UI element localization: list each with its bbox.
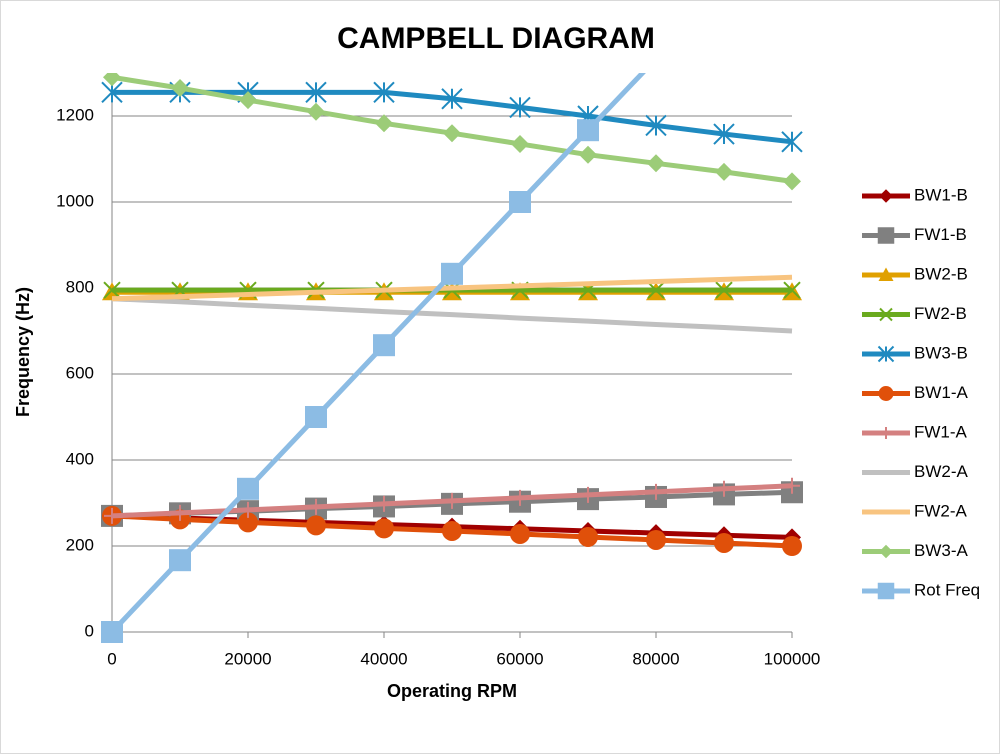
marker — [103, 281, 121, 299]
marker — [512, 489, 528, 506]
marker — [444, 492, 460, 509]
marker — [880, 427, 892, 439]
marker — [103, 73, 121, 87]
x-tick-label: 20000 — [224, 649, 271, 668]
marker — [578, 526, 598, 547]
y-tick-label: 1000 — [56, 191, 94, 210]
marker — [373, 81, 395, 104]
marker — [375, 114, 393, 133]
y-tick-label: 1200 — [56, 105, 94, 124]
marker — [713, 123, 735, 145]
marker — [782, 536, 802, 556]
y-tick-label: 400 — [66, 449, 94, 468]
marker — [579, 145, 597, 164]
legend-label: BW3-A — [914, 541, 969, 560]
marker — [238, 512, 258, 533]
marker — [648, 483, 664, 500]
marker — [237, 477, 259, 500]
marker — [169, 549, 191, 572]
plot-area — [101, 73, 803, 643]
legend: BW1-B FW1-B BW2-B FW2-B BW3-B BW1-A FW1-A BW2-A… — [862, 185, 980, 599]
marker — [714, 532, 734, 553]
marker — [374, 518, 394, 539]
marker — [441, 262, 463, 285]
y-tick-label: 200 — [66, 535, 94, 554]
marker — [510, 523, 530, 544]
marker — [442, 520, 462, 541]
marker — [376, 495, 392, 512]
marker — [879, 189, 893, 203]
y-tick-label: 800 — [66, 277, 94, 296]
legend-label: FW2-A — [914, 501, 968, 520]
marker — [716, 480, 732, 497]
marker — [239, 91, 257, 110]
legend-label: FW2-B — [914, 304, 967, 323]
marker — [308, 498, 324, 515]
legend-label: BW3-B — [914, 343, 968, 362]
marker — [511, 134, 529, 153]
legend-label: FW1-A — [914, 422, 968, 441]
marker — [647, 154, 665, 173]
marker — [104, 507, 120, 524]
series-line — [111, 296, 793, 334]
marker — [580, 486, 596, 503]
y-tick-label: 600 — [66, 363, 94, 382]
marker — [878, 386, 894, 401]
x-axis-label: Operating RPM — [387, 681, 517, 701]
marker — [645, 114, 667, 137]
marker — [879, 307, 893, 322]
legend-label: Rot Freq — [914, 580, 980, 599]
x-tick-label: 0 — [107, 649, 116, 668]
marker — [306, 515, 326, 536]
x-tick-label: 60000 — [496, 649, 543, 668]
marker — [879, 544, 893, 559]
marker — [877, 345, 895, 363]
legend-label: FW1-B — [914, 225, 967, 244]
marker — [577, 119, 599, 142]
y-tick-label: 0 — [85, 621, 94, 640]
chart-title: CAMPBELL DIAGRAM — [337, 22, 655, 55]
marker — [647, 281, 665, 299]
x-tick-label: 80000 — [632, 649, 679, 668]
marker — [305, 81, 327, 104]
marker — [783, 172, 801, 191]
legend-label: BW1-B — [914, 185, 968, 204]
marker — [781, 131, 803, 153]
y-axis-label: Frequency (Hz) — [13, 287, 33, 417]
marker — [443, 124, 461, 143]
marker — [441, 88, 463, 110]
marker — [784, 477, 800, 494]
series-line — [111, 274, 793, 302]
marker — [172, 504, 188, 521]
marker — [307, 102, 325, 121]
legend-label: BW1-A — [914, 383, 969, 402]
marker — [877, 227, 895, 244]
x-tick-label: 40000 — [360, 649, 407, 668]
marker — [877, 582, 895, 600]
legend-label: BW2-B — [914, 264, 968, 283]
marker — [715, 162, 733, 181]
marker — [373, 334, 395, 357]
marker — [240, 501, 256, 518]
x-tick-label: 100000 — [764, 649, 821, 668]
marker — [305, 406, 327, 428]
marker — [509, 191, 531, 213]
marker — [101, 621, 123, 643]
marker — [783, 281, 801, 299]
legend-label: BW2-A — [914, 462, 969, 481]
marker — [171, 79, 189, 98]
marker — [715, 281, 733, 299]
marker — [878, 267, 894, 281]
marker — [646, 529, 666, 550]
marker — [509, 96, 531, 119]
